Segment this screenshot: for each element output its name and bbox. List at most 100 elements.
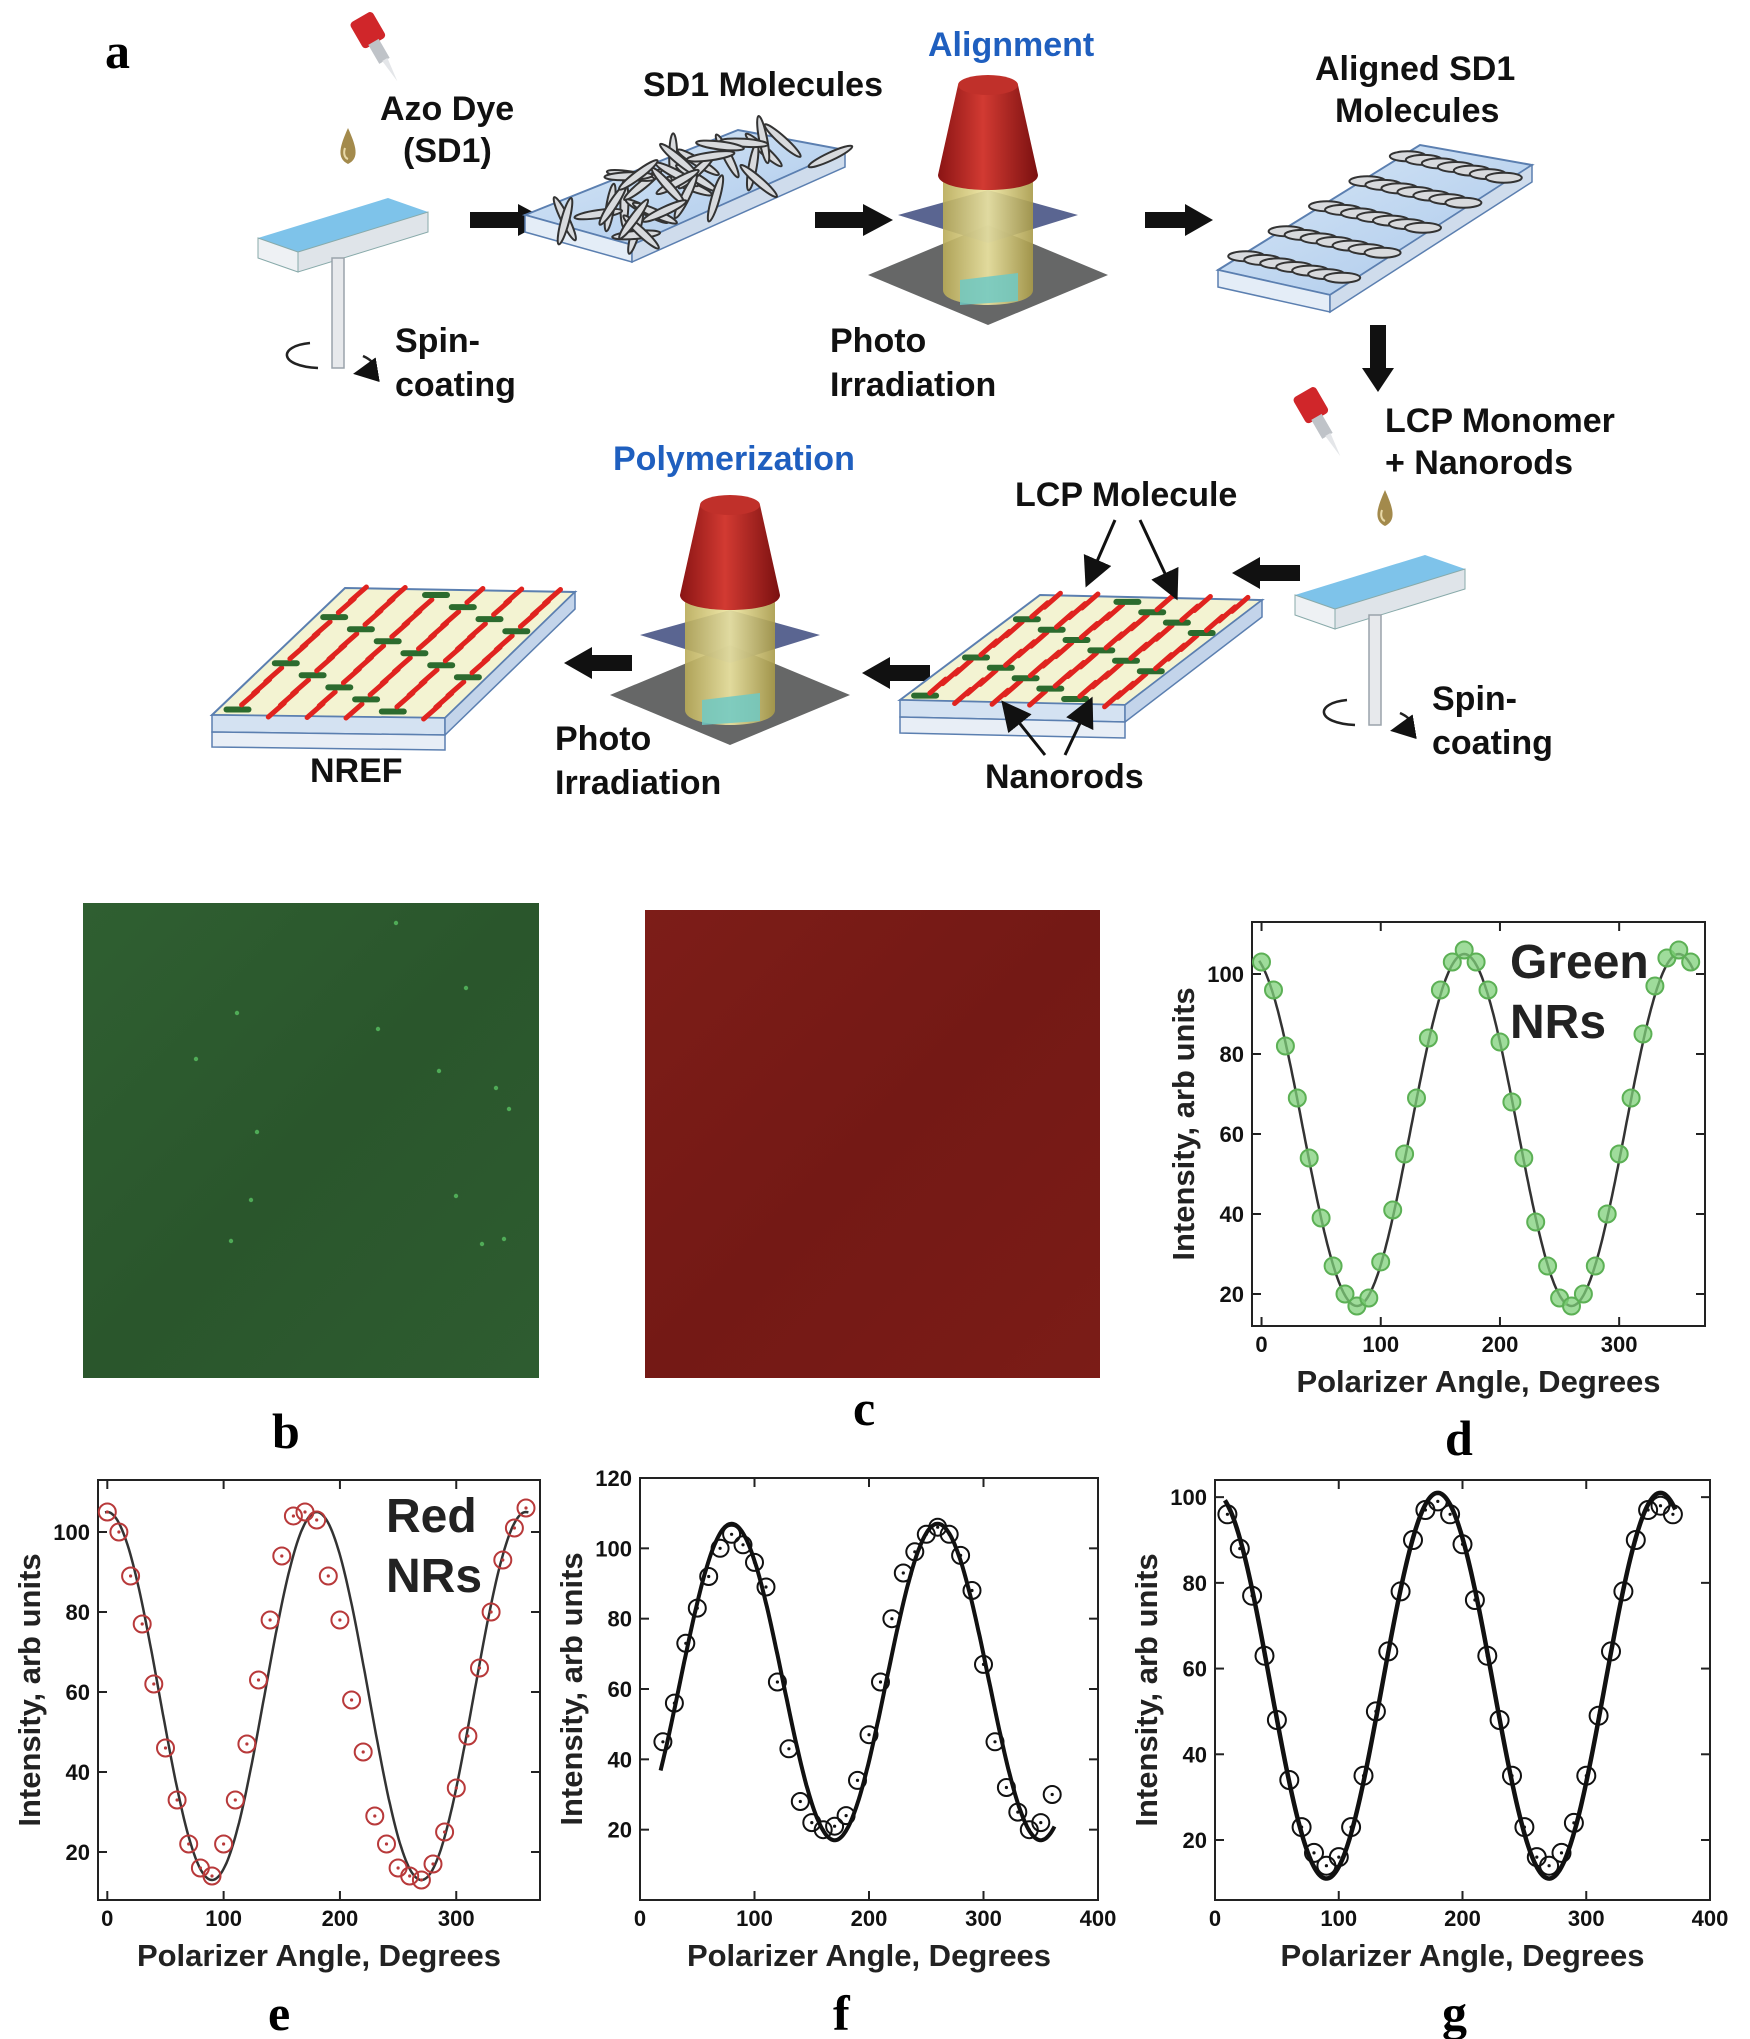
panel-label-e: e: [268, 1985, 290, 2039]
data-point: [167, 1790, 187, 1810]
data-point-center: [936, 1525, 940, 1529]
data-point-center: [105, 1510, 109, 1514]
data-point: [825, 1816, 845, 1836]
data-point: [687, 1598, 707, 1618]
data-point-center: [1050, 1792, 1054, 1797]
data-point: [871, 1672, 890, 1692]
nanorod: [453, 674, 482, 681]
nanorod: [1036, 685, 1065, 692]
fluorescent-speck: [501, 1236, 507, 1242]
x-tick-label: 100: [1362, 1332, 1399, 1357]
y-axis-label: Intensity, arb units: [12, 1553, 47, 1826]
label-nref: NREF: [310, 752, 403, 790]
data-point-center: [787, 1747, 791, 1751]
data-point-center: [798, 1799, 802, 1804]
data-point: [790, 1792, 810, 1811]
y-tick-label: 20: [1183, 1828, 1207, 1853]
x-tick-label: 100: [205, 1906, 242, 1931]
y-tick-label: 20: [608, 1818, 632, 1843]
data-point: [1254, 1645, 1275, 1666]
data-point-center: [419, 1878, 423, 1882]
plot-frame: [97, 1479, 541, 1901]
label-lcp-monomer: LCP Monomer: [1385, 402, 1615, 440]
data-point: [1407, 1088, 1426, 1108]
data-point: [1008, 1802, 1028, 1822]
data-point: [1217, 1504, 1238, 1525]
data-point: [179, 1834, 199, 1854]
y-tick-label: 80: [1220, 1042, 1244, 1067]
data-point: [1585, 1256, 1605, 1276]
y-tick-label: 100: [1207, 962, 1244, 987]
x-tick-label: 200: [1444, 1906, 1481, 1931]
y-axis-label: Intensity, arb units: [554, 1552, 589, 1825]
green-fluorescence-speckles: [193, 920, 512, 1247]
dropper-icon: [349, 10, 400, 83]
data-point: [400, 1866, 420, 1886]
data-point: [1514, 1148, 1534, 1168]
data-point-center: [466, 1734, 470, 1738]
data-point: [1266, 1710, 1287, 1730]
sd1-molecule: [641, 199, 688, 223]
data-point: [699, 1567, 719, 1586]
label-coating-1: coating: [395, 366, 516, 404]
panel-label-b: b: [272, 1403, 300, 1459]
sd1-molecule: [618, 198, 650, 240]
data-point: [377, 1834, 396, 1854]
data-point: [97, 1502, 117, 1522]
y-tick-label: 100: [595, 1536, 632, 1561]
data-point-center: [1287, 1778, 1291, 1782]
data-point-center: [1621, 1589, 1625, 1593]
data-point-center: [867, 1733, 871, 1737]
dropper-icon-2: [1292, 385, 1343, 458]
data-point-center: [222, 1842, 226, 1846]
y-tick-label: 20: [66, 1840, 90, 1865]
x-tick-label: 100: [736, 1906, 773, 1931]
data-point-center: [1510, 1774, 1514, 1778]
x-tick-label: 300: [965, 1906, 1002, 1931]
data-point: [1662, 1504, 1683, 1525]
data-point-center: [1535, 1855, 1539, 1859]
data-point: [1279, 1770, 1300, 1790]
data-point: [330, 1610, 350, 1630]
data-point-center: [752, 1560, 757, 1564]
lcp-molecule: [1104, 601, 1126, 621]
panel-label-f: f: [833, 1985, 851, 2039]
fluorescent-speck: [375, 1026, 381, 1032]
data-point-center: [140, 1622, 144, 1626]
data-point-center: [1572, 1821, 1576, 1825]
data-point: [1275, 1036, 1295, 1056]
data-point-center: [878, 1680, 883, 1684]
data-point-center: [1498, 1718, 1502, 1722]
y-tick-label: 60: [1220, 1122, 1244, 1147]
data-point-center: [695, 1606, 699, 1610]
x-tick-label: 300: [438, 1906, 475, 1931]
data-point: [156, 1738, 175, 1758]
data-point-center: [1312, 1851, 1316, 1855]
lcp-molecule: [365, 643, 387, 663]
data-point-center: [890, 1617, 894, 1621]
panel-label-a: a: [105, 23, 130, 79]
nanorod: [298, 672, 327, 679]
y-tick-label: 40: [66, 1760, 90, 1785]
lcp-molecule: [1028, 629, 1050, 649]
x-tick-label: 0: [101, 1906, 113, 1931]
x-tick-label: 300: [1601, 1332, 1638, 1357]
data-point: [1490, 1032, 1510, 1052]
data-point-center: [924, 1532, 928, 1536]
data-point: [1031, 1813, 1051, 1833]
data-point-center: [384, 1842, 389, 1846]
y-tick-label: 80: [66, 1600, 90, 1625]
label-polymerization: Polymerization: [613, 440, 855, 478]
data-point: [225, 1790, 245, 1810]
label-irradiation-1: Irradiation: [830, 366, 996, 404]
lcp-molecule: [1002, 678, 1024, 698]
y-tick-label: 80: [1183, 1571, 1207, 1596]
aligned-sd1-molecule: [1323, 271, 1362, 284]
data-point-center: [477, 1666, 482, 1670]
label-spin-2: Spin-: [1432, 680, 1517, 718]
lcp-molecule: [338, 631, 360, 651]
data-point-center: [1634, 1538, 1638, 1542]
panel-label-c: c: [853, 1380, 875, 1436]
lcp-molecule: [311, 619, 333, 639]
data-point: [1291, 1817, 1312, 1838]
